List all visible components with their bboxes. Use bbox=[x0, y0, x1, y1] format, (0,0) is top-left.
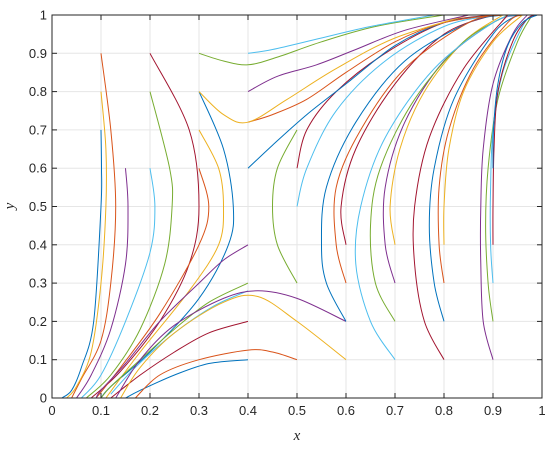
trajectory-line bbox=[437, 14, 523, 284]
x-tick-label: 0.2 bbox=[141, 403, 159, 418]
trajectory-line bbox=[443, 14, 523, 245]
trajectory-line bbox=[125, 359, 249, 399]
x-tick-label: 0.5 bbox=[288, 403, 306, 418]
x-tick-label: 0 bbox=[48, 403, 55, 418]
trajectory-line bbox=[198, 14, 445, 66]
trajectory-line bbox=[271, 129, 298, 284]
trajectory-line bbox=[100, 282, 249, 399]
trajectory-line bbox=[198, 14, 469, 124]
trajectory-line bbox=[76, 168, 129, 399]
y-tick-label: 0.4 bbox=[29, 237, 47, 252]
trajectory-line bbox=[95, 168, 210, 399]
y-tick-label: 0.6 bbox=[29, 161, 47, 176]
trajectory-line bbox=[492, 14, 538, 169]
trajectory-line bbox=[85, 91, 174, 399]
y-axis-label: y bbox=[2, 202, 18, 211]
y-tick-label: 0.7 bbox=[29, 122, 47, 137]
trajectory-line bbox=[120, 294, 347, 399]
axes-frame bbox=[51, 14, 543, 399]
y-tick-label: 1 bbox=[40, 8, 47, 23]
trajectory-line bbox=[320, 14, 503, 322]
trajectory-line bbox=[61, 129, 103, 399]
x-tick-labels: 0 0.1 0.2 0.3 0.4 0.5 0.6 0.7 0.8 0.9 1 bbox=[48, 403, 545, 418]
trajectory-line bbox=[247, 14, 435, 54]
trajectory-line bbox=[412, 14, 509, 360]
trajectory-line bbox=[369, 14, 508, 322]
trajectory-curves bbox=[61, 14, 538, 399]
trajectory-line bbox=[110, 320, 249, 399]
y-tick-label: 0.2 bbox=[29, 314, 47, 329]
trajectory-line bbox=[296, 14, 494, 207]
x-tick-label: 1 bbox=[538, 403, 545, 418]
x-tick-label: 0.7 bbox=[386, 403, 404, 418]
trajectory-line bbox=[134, 349, 298, 399]
trajectory-line bbox=[333, 14, 503, 284]
x-tick-label: 0.9 bbox=[484, 403, 502, 418]
x-tick-label: 0.1 bbox=[92, 403, 110, 418]
y-tick-label: 0.5 bbox=[29, 199, 47, 214]
x-axis-label: x bbox=[293, 428, 301, 444]
trajectory-line bbox=[81, 168, 156, 399]
x-tick-label: 0.4 bbox=[239, 403, 257, 418]
trajectory-line bbox=[428, 14, 518, 322]
y-tick-labels: 0 0.1 0.2 0.3 0.4 0.5 0.6 0.7 0.8 0.9 1 bbox=[29, 8, 47, 406]
trajectory-line bbox=[247, 14, 494, 123]
trajectory-line bbox=[71, 53, 117, 399]
x-tick-label: 0.3 bbox=[190, 403, 208, 418]
trajectory-line bbox=[340, 14, 494, 245]
trajectory-line bbox=[485, 14, 533, 322]
x-tick-label: 0.6 bbox=[337, 403, 355, 418]
trajectory-line bbox=[247, 14, 469, 93]
y-tick-label: 0.9 bbox=[29, 46, 47, 61]
y-tick-label: 0.1 bbox=[29, 352, 47, 367]
trajectory-line bbox=[115, 290, 347, 399]
y-tick-label: 0.8 bbox=[29, 84, 47, 99]
x-tick-label: 0.8 bbox=[435, 403, 453, 418]
trajectory-line bbox=[105, 129, 225, 399]
y-tick-label: 0.3 bbox=[29, 276, 47, 291]
trajectory-line bbox=[66, 91, 107, 399]
y-tick-label: 0 bbox=[40, 391, 47, 406]
trajectory-line bbox=[354, 14, 518, 360]
trajectory-line bbox=[95, 244, 249, 399]
trajectory-line bbox=[489, 14, 533, 284]
